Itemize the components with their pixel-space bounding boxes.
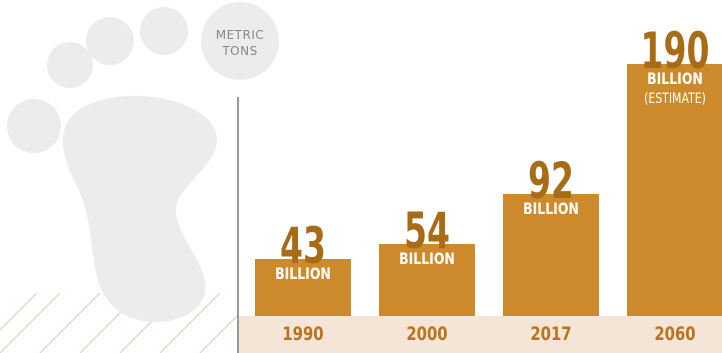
- bar-2000: [379, 244, 475, 316]
- unit-label-metric: METRIC: [215, 28, 265, 42]
- x-tick-label: 2000: [406, 323, 448, 345]
- bar-2060: [627, 64, 722, 316]
- x-tick-label: 2060: [654, 323, 696, 345]
- x-tick-label: 1990: [282, 323, 324, 345]
- axis-line: [237, 97, 239, 353]
- data-label-unit: BILLION: [399, 249, 455, 268]
- data-label-value: 54: [404, 202, 450, 260]
- data-label-unit: BILLION: [523, 199, 579, 218]
- unit-badge: METRIC TONS: [201, 2, 279, 80]
- data-label-unit: BILLION: [647, 69, 703, 88]
- data-label-note: (ESTIMATE): [644, 91, 706, 107]
- data-label-value: 92: [528, 152, 574, 210]
- data-label-value: 43: [280, 217, 326, 275]
- unit-label-tons: TONS: [222, 44, 258, 58]
- x-axis-band: [239, 316, 722, 353]
- data-label-value: 190: [640, 22, 710, 80]
- data-label-unit: BILLION: [275, 264, 331, 283]
- bar-1990: [255, 259, 351, 316]
- hatch-pattern: [0, 292, 238, 353]
- bar-2017: [503, 194, 599, 316]
- x-tick-label: 2017: [530, 323, 572, 345]
